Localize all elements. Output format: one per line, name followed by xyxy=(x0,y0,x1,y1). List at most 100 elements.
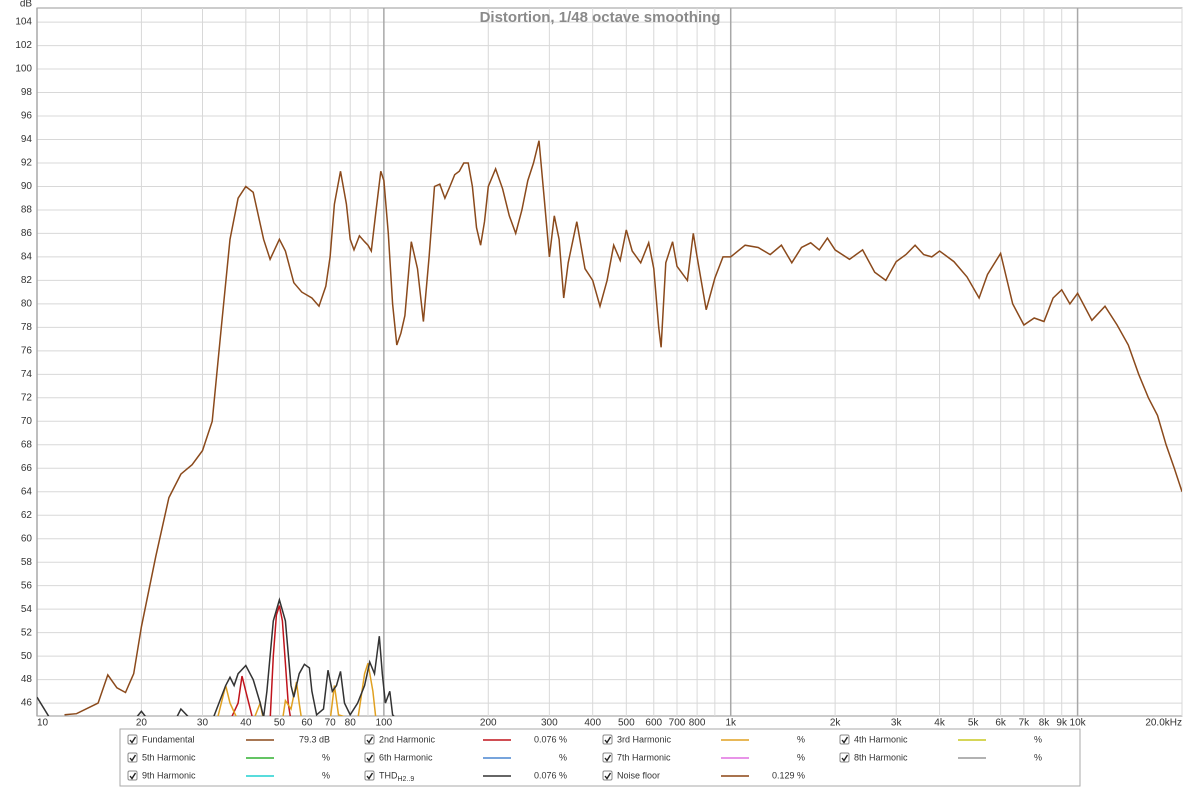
legend-value: 79.3 dB xyxy=(299,734,330,744)
x-tick-label: 2k xyxy=(830,718,842,729)
checkmark[interactable] xyxy=(129,736,137,744)
y-tick-label: 102 xyxy=(15,40,32,51)
y-tick-label: 54 xyxy=(21,604,33,615)
legend-value: % xyxy=(322,752,330,762)
legend-value: % xyxy=(322,770,330,780)
x-tick-label: 3k xyxy=(891,718,903,729)
legend-label: Noise floor xyxy=(617,770,660,780)
x-tick-label: 50 xyxy=(274,718,286,729)
x-tick-label: 60 xyxy=(301,718,313,729)
y-tick-label: 66 xyxy=(21,463,33,474)
y-tick-label: 78 xyxy=(21,322,33,333)
checkmark[interactable] xyxy=(366,736,374,744)
legend-value: % xyxy=(797,752,805,762)
x-tick-label: 700 xyxy=(669,718,686,729)
y-tick-label: 86 xyxy=(21,228,33,239)
legend-value: % xyxy=(797,734,805,744)
y-tick-label: 90 xyxy=(21,181,33,192)
checkmark[interactable] xyxy=(604,754,612,762)
legend-label-subscript: H2..9 xyxy=(398,776,415,783)
x-tick-label: 200 xyxy=(480,718,497,729)
x-tick-label: 10k xyxy=(1070,718,1087,729)
checkmark[interactable] xyxy=(366,754,374,762)
legend-label: THD xyxy=(379,770,398,780)
checkmark[interactable] xyxy=(129,754,137,762)
y-tick-label: 68 xyxy=(21,439,33,450)
x-tick-label: 7k xyxy=(1019,718,1031,729)
x-tick-label: 70 xyxy=(325,718,337,729)
y-tick-label: 46 xyxy=(21,698,33,709)
legend-label: 9th Harmonic xyxy=(142,770,196,780)
series-lines xyxy=(37,140,1182,716)
x-tick-label: 80 xyxy=(345,718,357,729)
y-tick-label: 92 xyxy=(21,158,33,169)
legend-value: 0.076 % xyxy=(534,770,567,780)
x-tick-label: 10 xyxy=(37,718,49,729)
legend-label: 4th Harmonic xyxy=(854,734,908,744)
y-tick-label: 72 xyxy=(21,392,33,403)
y-tick-label: 52 xyxy=(21,627,33,638)
checkmark[interactable] xyxy=(366,772,374,780)
checkmark[interactable] xyxy=(129,772,137,780)
checkmark[interactable] xyxy=(841,754,849,762)
x-tick-label: 500 xyxy=(618,718,635,729)
y-tick-label: 62 xyxy=(21,510,33,521)
x-tick-label: 20 xyxy=(136,718,148,729)
x-tick-label: 30 xyxy=(197,718,209,729)
y-tick-label: 58 xyxy=(21,557,33,568)
y-tick-label: 56 xyxy=(21,580,33,591)
legend-value: % xyxy=(559,752,567,762)
y-tick-label: 70 xyxy=(21,416,33,427)
series-line xyxy=(231,605,292,716)
plot-area xyxy=(36,7,1183,717)
legend-value: % xyxy=(1034,734,1042,744)
y-tick-label: 48 xyxy=(21,674,33,685)
y-tick-label: 84 xyxy=(21,252,33,263)
y-tick-label: 100 xyxy=(15,64,32,75)
x-tick-label: 400 xyxy=(584,718,601,729)
y-tick-label: 94 xyxy=(21,134,33,145)
legend-label: 5th Harmonic xyxy=(142,752,196,762)
x-tick-label: 6k xyxy=(995,718,1007,729)
x-tick-label: 9k xyxy=(1056,718,1068,729)
y-tick-label: 98 xyxy=(21,87,33,98)
legend-label: 8th Harmonic xyxy=(854,752,908,762)
y-tick-label: 60 xyxy=(21,533,33,544)
legend-value: % xyxy=(1034,752,1042,762)
x-tick-label: 600 xyxy=(645,718,662,729)
y-tick-label: 88 xyxy=(21,205,33,216)
legend-label: 2nd Harmonic xyxy=(379,734,436,744)
y-tick-label: 50 xyxy=(21,651,33,662)
legend-value: 0.076 % xyxy=(534,734,567,744)
x-tick-label: 20.0kHz xyxy=(1145,718,1182,729)
x-tick-label: 100 xyxy=(376,718,393,729)
checkmark[interactable] xyxy=(604,736,612,744)
x-tick-label: 5k xyxy=(968,718,980,729)
y-tick-label: 96 xyxy=(21,111,33,122)
y-tick-label: 64 xyxy=(21,486,33,497)
series-line xyxy=(37,597,395,716)
grid xyxy=(36,8,1183,716)
x-tick-label: 300 xyxy=(541,718,558,729)
x-tick-label: 8k xyxy=(1039,718,1051,729)
x-tick-label: 1k xyxy=(725,718,737,729)
y-axis-label: dB xyxy=(20,0,33,10)
x-tick-label: 40 xyxy=(240,718,252,729)
legend-label: 3rd Harmonic xyxy=(617,734,672,744)
legend-label: 7th Harmonic xyxy=(617,752,671,762)
y-tick-label: 82 xyxy=(21,275,33,286)
legend-label: Fundamental xyxy=(142,734,195,744)
legend: Fundamental 79.3 dB 2nd Harmonic 0.076 % 3rd… xyxy=(127,734,1042,783)
x-tick-label: 4k xyxy=(934,718,946,729)
y-tick-label: 80 xyxy=(21,299,33,310)
legend-value: 0.129 % xyxy=(772,770,805,780)
checkmark[interactable] xyxy=(841,736,849,744)
y-tick-label: 74 xyxy=(21,369,33,380)
chart-title: Distortion, 1/48 octave smoothing xyxy=(480,9,721,26)
legend-box xyxy=(119,728,1081,787)
y-tick-label: 76 xyxy=(21,345,33,356)
checkmark[interactable] xyxy=(604,772,612,780)
series-line xyxy=(64,140,1182,716)
